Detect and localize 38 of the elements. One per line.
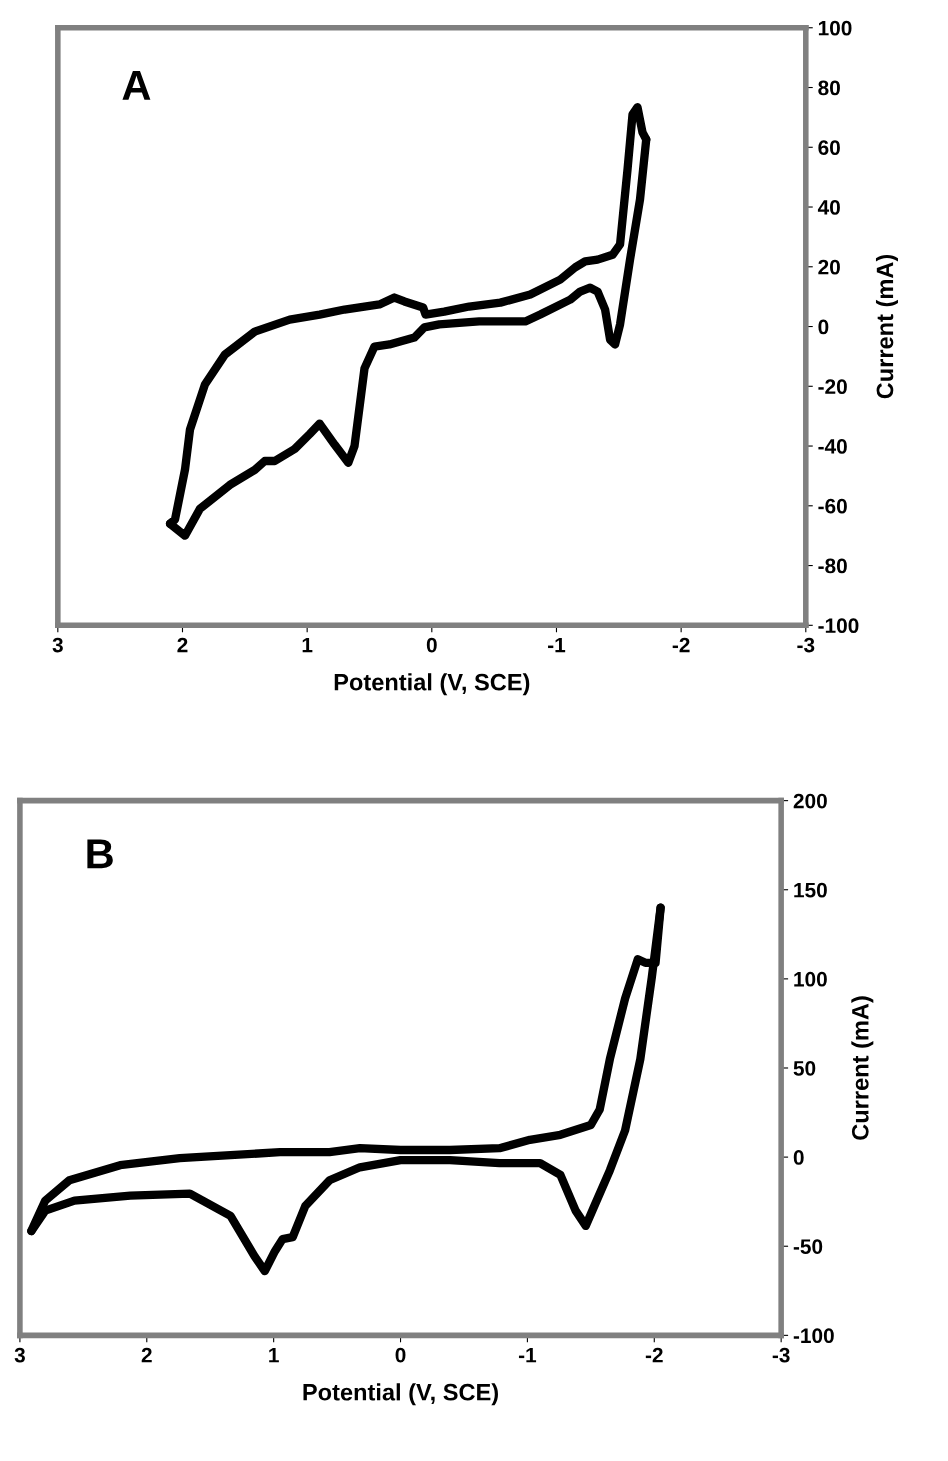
x-tick-label: 2 bbox=[177, 637, 188, 653]
y-tick-label: -80 bbox=[818, 558, 847, 574]
x-tick-label: -1 bbox=[548, 637, 566, 653]
x-tick-label: 2 bbox=[141, 1347, 152, 1363]
y-tick-label: -20 bbox=[818, 379, 847, 395]
x-tick-label: -3 bbox=[772, 1347, 790, 1363]
x-axis-title: Potential (V, SCE) bbox=[303, 1383, 498, 1406]
y-axis-title: Current (mA) bbox=[851, 996, 874, 1140]
y-tick-label: -50 bbox=[793, 1239, 823, 1254]
x-tick-label: 0 bbox=[426, 637, 437, 653]
y-axis-title: Current (mA) bbox=[875, 254, 898, 399]
y-tick-label: 60 bbox=[818, 140, 840, 156]
y-tick-label: -40 bbox=[818, 439, 847, 454]
text: A bbox=[122, 71, 151, 100]
y-tick-label: 50 bbox=[793, 1060, 816, 1076]
y-tick-label: 80 bbox=[818, 80, 840, 96]
x-axis-title: Potential (V, SCE) bbox=[334, 673, 530, 696]
x-tick-label: 3 bbox=[52, 637, 63, 653]
y-tick-label: 100 bbox=[794, 971, 827, 987]
x-tick-label: -2 bbox=[672, 637, 690, 653]
x-tick-label: -1 bbox=[518, 1347, 537, 1363]
y-tick-label: 100 bbox=[818, 20, 852, 36]
x-tick-label: -2 bbox=[645, 1347, 663, 1363]
y-tick-label: -60 bbox=[818, 498, 847, 514]
x-tick-label: 1 bbox=[269, 1347, 279, 1363]
x-tick-label: 3 bbox=[14, 1347, 25, 1363]
text: B bbox=[87, 839, 113, 869]
y-tick-label: 0 bbox=[818, 319, 829, 335]
x-tick-label: -3 bbox=[797, 637, 815, 653]
x-tick-label: 1 bbox=[302, 637, 313, 653]
y-tick-label: 150 bbox=[794, 882, 827, 898]
y-tick-label: 200 bbox=[793, 793, 827, 809]
y-tick-label: 0 bbox=[793, 1150, 804, 1165]
y-tick-label: -100 bbox=[818, 618, 859, 634]
y-tick-label: 40 bbox=[817, 200, 840, 215]
y-tick-label: 20 bbox=[818, 259, 840, 275]
x-tick-label: 0 bbox=[395, 1347, 406, 1363]
y-tick-label: -100 bbox=[793, 1328, 834, 1344]
